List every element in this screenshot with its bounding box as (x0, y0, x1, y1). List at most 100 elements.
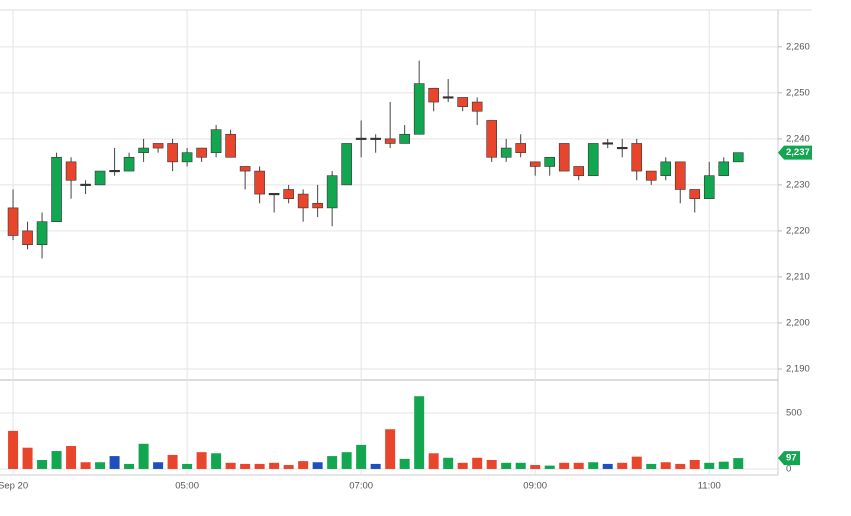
volume-bar (240, 463, 251, 469)
y-tick-label: 2,200 (786, 317, 810, 328)
volume-bar (109, 456, 120, 469)
candle-body (428, 87, 439, 103)
volume-bar (457, 462, 468, 469)
volume-bar (704, 462, 715, 469)
candle-body (65, 161, 77, 181)
volume-bar (530, 465, 541, 469)
volume-bar (675, 463, 686, 469)
volume-bar (225, 462, 236, 469)
candle-body (181, 152, 193, 163)
last-volume-tag (778, 451, 800, 466)
volume-bar (254, 463, 265, 469)
candle-body (22, 230, 33, 246)
candle-body (573, 166, 585, 176)
volume-bar (399, 458, 410, 469)
volume-bar (196, 452, 207, 469)
volume-bar (327, 456, 338, 469)
candle-body (674, 161, 686, 190)
candle-body (384, 138, 396, 144)
volume-bar (167, 454, 178, 469)
candle-body (109, 170, 120, 173)
x-tick-label: Sep 20 (0, 481, 28, 492)
candle-body (123, 156, 135, 172)
volume-tick-label: 0 (786, 463, 791, 474)
volume-bar (515, 462, 526, 469)
candle-body (225, 133, 236, 158)
candle-body (239, 166, 251, 172)
candle-body (51, 156, 62, 222)
candle-body (732, 152, 744, 163)
volume-bar (617, 462, 628, 469)
volume-bar (573, 462, 584, 469)
candle-body (36, 221, 48, 246)
y-tick-label: 2,230 (786, 179, 810, 190)
volume-bar (66, 446, 77, 469)
candle-body (254, 170, 265, 195)
volume-bar (602, 463, 613, 469)
x-tick-label: 05:00 (175, 481, 199, 492)
candle-body (355, 137, 367, 140)
volume-bar (124, 463, 135, 469)
volume-bar (660, 462, 671, 469)
volume-bar (428, 453, 439, 469)
volume-bar (472, 457, 483, 469)
candle-body (442, 96, 454, 99)
candle-body (326, 175, 338, 209)
candle-body (587, 143, 599, 176)
volume-bar (8, 430, 19, 469)
volume-bar (138, 443, 149, 469)
volume-bar (414, 396, 425, 469)
candle-body (602, 142, 614, 145)
volume-bar (646, 463, 657, 469)
volume-bar (22, 447, 33, 469)
volume-bar (631, 456, 642, 469)
candle-body (341, 143, 352, 186)
candle-body (399, 133, 410, 144)
candle-body (616, 147, 628, 150)
candle-body (210, 129, 222, 153)
last-price-label: 2,237 (786, 147, 810, 158)
volume-bar (211, 453, 222, 469)
x-tick-label: 09:00 (523, 481, 547, 492)
y-tick-label: 2,210 (786, 271, 810, 282)
volume-bar (486, 460, 497, 469)
volume-bar (501, 462, 512, 469)
candle-body (631, 143, 643, 172)
candle-body (370, 137, 381, 140)
volume-bar (341, 452, 352, 469)
volume-bar (80, 462, 91, 469)
candle-body (515, 143, 526, 153)
candle-body (167, 143, 178, 163)
volume-bar (356, 444, 367, 469)
y-tick-label: 2,190 (786, 363, 810, 374)
last-price-tag (778, 145, 812, 160)
y-tick-label: 2,220 (786, 225, 810, 236)
candle-body (558, 143, 570, 172)
candle-body (7, 207, 19, 236)
volume-bar (443, 457, 454, 469)
candle-body (471, 101, 483, 112)
volume-bar (544, 465, 555, 469)
candle-body (283, 189, 294, 199)
candle-body (645, 170, 657, 181)
x-tick-label: 11:00 (698, 481, 721, 492)
candle-body (689, 189, 701, 199)
candle-body (500, 147, 512, 158)
volume-bar (370, 463, 381, 469)
volume-bar (385, 429, 396, 469)
volume-bar (37, 460, 48, 469)
volume-bar (689, 460, 700, 469)
candle-body (529, 161, 541, 167)
candle-body (297, 193, 309, 209)
volume-bar (153, 462, 164, 469)
volume-bar (182, 463, 193, 469)
volume-tick-label: 500 (786, 408, 802, 419)
y-tick-label: 2,260 (786, 41, 810, 52)
x-tick-label: 07:00 (349, 481, 373, 492)
candle-body (94, 170, 106, 186)
candle-body (544, 156, 556, 167)
volume-bar (95, 462, 106, 469)
candle-body (660, 161, 672, 176)
